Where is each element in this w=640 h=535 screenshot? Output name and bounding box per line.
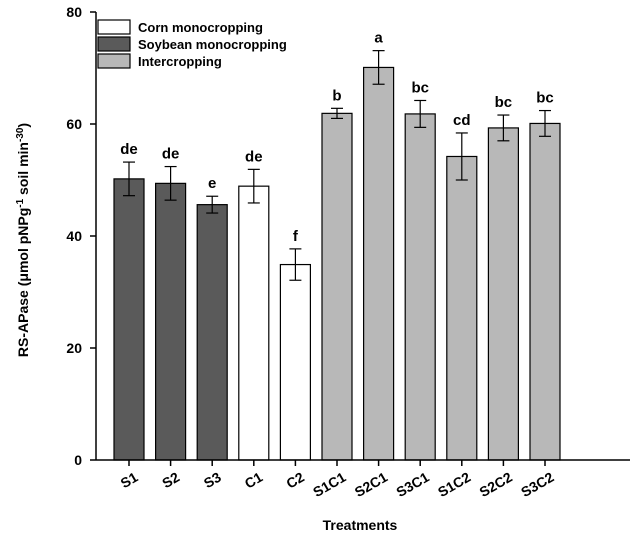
bars — [113, 66, 561, 461]
y-tick-label: 20 — [66, 340, 82, 356]
x-tick-label-s2c2: S2C2 — [477, 469, 516, 500]
error-bar-s2 — [164, 165, 177, 201]
x-tick-label-s3: S3 — [201, 469, 224, 492]
legend-label: Intercropping — [138, 54, 222, 69]
y-axis-title: RS-APase (μmol pNPg-1 soil min-30) — [15, 123, 32, 357]
bar-s2c1 — [363, 66, 395, 461]
error-bar-s2c1 — [372, 50, 385, 85]
error-bars — [123, 50, 551, 281]
significance-label-s1c1: b — [332, 87, 341, 104]
legend-item: Intercropping — [97, 53, 222, 69]
significance-label-s3: e — [208, 175, 216, 192]
significance-label-s2c2: bc — [495, 94, 513, 111]
x-tick-label-s1: S1 — [118, 469, 141, 492]
legend-label: Corn monocropping — [138, 20, 263, 35]
bar-s1c1 — [321, 112, 353, 461]
bar-c1 — [238, 185, 270, 461]
error-bar-s1 — [123, 161, 135, 197]
legend: Corn monocropping Soybean monocropping Int… — [97, 19, 287, 69]
significance-labels: de de e de f b a bc cd bc bc — [120, 30, 554, 245]
y-tick-label: 40 — [66, 228, 82, 244]
x-axis-title: Treatments — [323, 517, 398, 533]
legend-swatch — [97, 36, 131, 52]
error-bar-s3 — [206, 195, 219, 214]
bar-s1 — [113, 178, 145, 461]
error-bar-s3c2 — [539, 109, 551, 137]
error-bar-s3c1 — [414, 99, 427, 128]
legend-label: Soybean monocropping — [138, 37, 287, 52]
error-bar-s1c1 — [331, 107, 343, 120]
x-tick-label-c1: C1 — [242, 469, 266, 492]
x-tick-label-s3c1: S3C1 — [393, 469, 432, 500]
error-bar-c2 — [289, 248, 302, 281]
bar-c2 — [279, 263, 311, 461]
significance-label-s1: de — [120, 141, 138, 158]
bar-s3 — [196, 204, 228, 461]
x-tick-label-s1c2: S1C2 — [435, 469, 474, 500]
bar-s2c2 — [487, 127, 519, 461]
significance-label-s2c1: a — [374, 30, 383, 47]
x-tick-label-s2c1: S2C1 — [352, 469, 391, 500]
significance-label-c2: f — [293, 228, 299, 245]
bar-s3c1 — [404, 113, 436, 461]
significance-label-c1: de — [245, 148, 263, 165]
legend-item: Soybean monocropping — [97, 36, 287, 52]
legend-item: Corn monocropping — [97, 19, 263, 35]
legend-swatch — [97, 53, 131, 69]
x-tick-label-s3c2: S3C2 — [518, 469, 557, 500]
significance-label-s3c2: bc — [536, 90, 554, 107]
y-tick-label: 60 — [66, 116, 82, 132]
bar-s3c2 — [529, 122, 561, 461]
error-bar-s1c2 — [455, 132, 468, 181]
significance-label-s1c2: cd — [453, 112, 471, 129]
significance-label-s3c1: bc — [411, 79, 429, 96]
y-tick-label: 80 — [66, 4, 82, 20]
bar-s1c2 — [446, 155, 478, 461]
bar-s2 — [155, 182, 187, 461]
significance-label-s2: de — [162, 146, 180, 163]
x-tick-label-c2: C2 — [283, 469, 307, 492]
legend-swatch — [97, 19, 131, 35]
error-bar-s2c2 — [497, 114, 510, 142]
error-bar-c1 — [247, 168, 260, 204]
x-tick-label-s2: S2 — [159, 469, 182, 492]
y-tick-label: 0 — [74, 452, 82, 468]
x-tick-label-s1c1: S1C1 — [310, 469, 349, 500]
